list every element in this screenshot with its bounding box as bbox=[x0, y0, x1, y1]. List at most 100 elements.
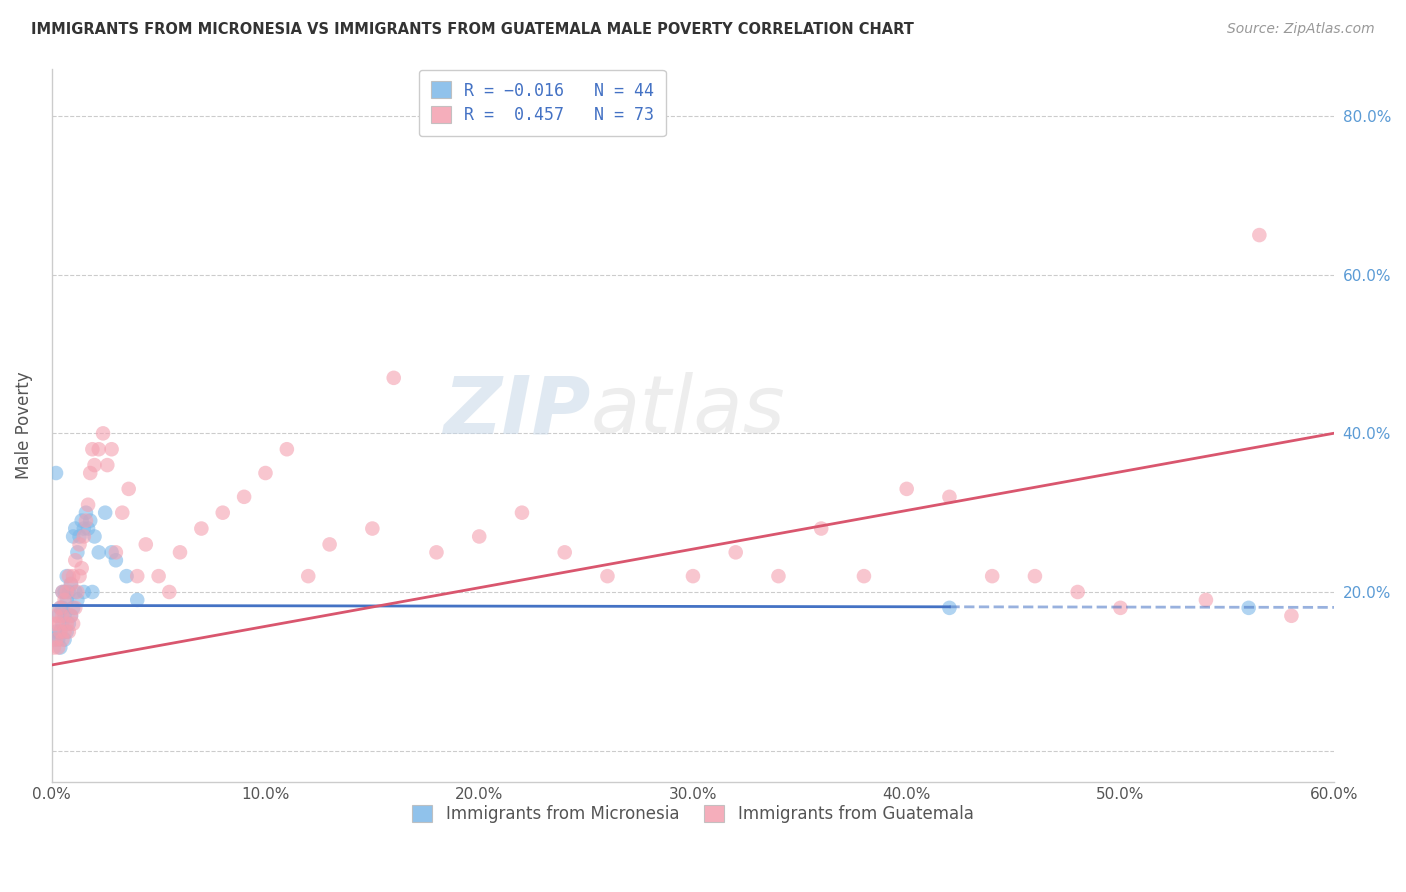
Point bbox=[42, 616, 65, 631]
Point bbox=[75, 506, 97, 520]
Text: Source: ZipAtlas.com: Source: ZipAtlas.com bbox=[1227, 22, 1375, 37]
Point bbox=[51, 585, 73, 599]
Point bbox=[51, 632, 73, 647]
Point bbox=[768, 569, 790, 583]
Point bbox=[135, 537, 157, 551]
Point bbox=[45, 466, 67, 480]
Point bbox=[53, 608, 76, 623]
Point bbox=[104, 545, 127, 559]
Point bbox=[75, 514, 97, 528]
Point bbox=[211, 506, 233, 520]
Point bbox=[83, 458, 105, 472]
Point bbox=[51, 585, 73, 599]
Point bbox=[157, 585, 180, 599]
Point bbox=[49, 624, 72, 639]
Point bbox=[297, 569, 319, 583]
Point bbox=[59, 608, 82, 623]
Point bbox=[46, 616, 69, 631]
Point bbox=[59, 577, 82, 591]
Point bbox=[73, 529, 96, 543]
Point bbox=[148, 569, 170, 583]
Point bbox=[45, 624, 67, 639]
Text: ZIP: ZIP bbox=[443, 372, 591, 450]
Point bbox=[55, 585, 77, 599]
Point bbox=[127, 569, 149, 583]
Point bbox=[896, 482, 918, 496]
Point bbox=[79, 466, 101, 480]
Point bbox=[51, 616, 73, 631]
Point bbox=[77, 498, 100, 512]
Point bbox=[254, 466, 277, 480]
Point bbox=[66, 585, 89, 599]
Point bbox=[58, 569, 80, 583]
Point bbox=[59, 577, 82, 591]
Point bbox=[1066, 585, 1088, 599]
Point bbox=[94, 506, 117, 520]
Point bbox=[58, 624, 80, 639]
Point bbox=[118, 482, 141, 496]
Point bbox=[53, 632, 76, 647]
Point bbox=[69, 569, 91, 583]
Point bbox=[70, 514, 93, 528]
Point bbox=[1195, 593, 1218, 607]
Point bbox=[46, 640, 69, 655]
Point bbox=[79, 514, 101, 528]
Point bbox=[66, 593, 89, 607]
Text: atlas: atlas bbox=[591, 372, 785, 450]
Point bbox=[127, 593, 149, 607]
Point bbox=[115, 569, 138, 583]
Point bbox=[49, 600, 72, 615]
Point bbox=[53, 624, 76, 639]
Point bbox=[276, 442, 298, 457]
Point bbox=[70, 561, 93, 575]
Point bbox=[51, 600, 73, 615]
Point bbox=[425, 545, 447, 559]
Point bbox=[62, 569, 84, 583]
Point bbox=[55, 616, 77, 631]
Point bbox=[53, 585, 76, 599]
Point bbox=[100, 442, 122, 457]
Y-axis label: Male Poverty: Male Poverty bbox=[15, 372, 32, 479]
Point bbox=[62, 600, 84, 615]
Point bbox=[981, 569, 1004, 583]
Point bbox=[233, 490, 256, 504]
Point bbox=[82, 442, 104, 457]
Point bbox=[45, 608, 67, 623]
Point bbox=[938, 490, 960, 504]
Point bbox=[1281, 608, 1303, 623]
Point bbox=[45, 632, 67, 647]
Point bbox=[100, 545, 122, 559]
Point bbox=[510, 506, 533, 520]
Point bbox=[468, 529, 491, 543]
Legend: Immigrants from Micronesia, Immigrants from Guatemala: Immigrants from Micronesia, Immigrants f… bbox=[401, 793, 986, 835]
Point bbox=[69, 537, 91, 551]
Point bbox=[58, 585, 80, 599]
Point bbox=[554, 545, 576, 559]
Point bbox=[49, 624, 72, 639]
Point bbox=[59, 608, 82, 623]
Point bbox=[65, 585, 87, 599]
Point bbox=[96, 458, 118, 472]
Point bbox=[596, 569, 619, 583]
Point bbox=[104, 553, 127, 567]
Point bbox=[87, 442, 110, 457]
Point bbox=[361, 522, 384, 536]
Point bbox=[55, 569, 77, 583]
Point bbox=[42, 640, 65, 655]
Point bbox=[53, 593, 76, 607]
Point bbox=[55, 593, 77, 607]
Point bbox=[46, 632, 69, 647]
Point bbox=[69, 529, 91, 543]
Point bbox=[55, 624, 77, 639]
Point bbox=[51, 608, 73, 623]
Point bbox=[87, 545, 110, 559]
Point bbox=[73, 585, 96, 599]
Point bbox=[77, 522, 100, 536]
Point bbox=[58, 616, 80, 631]
Point bbox=[65, 522, 87, 536]
Point bbox=[49, 600, 72, 615]
Point bbox=[682, 569, 704, 583]
Point bbox=[62, 616, 84, 631]
Point bbox=[83, 529, 105, 543]
Point bbox=[46, 608, 69, 623]
